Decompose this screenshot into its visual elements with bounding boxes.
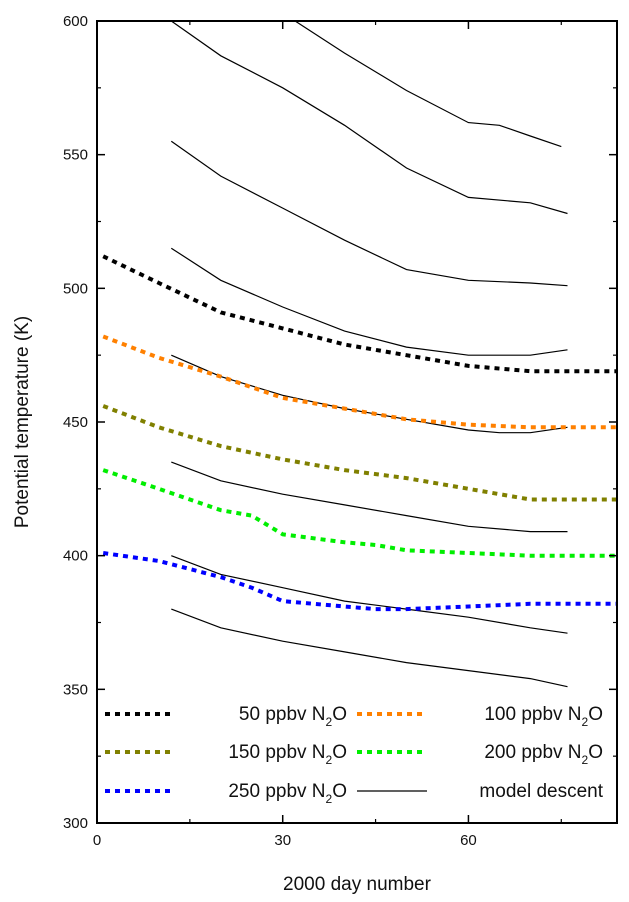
model-descent-line [170, 21, 568, 215]
plot-frame [96, 20, 618, 824]
series-line [102, 468, 617, 558]
legend-label: 250 ppbv N2O [228, 781, 347, 806]
legend-label: 150 ppbv N2O [228, 742, 347, 767]
model-descent-line [170, 140, 568, 287]
y-tick-label: 500 [63, 280, 88, 297]
y-tick-label: 350 [63, 681, 88, 698]
legend-label: model descent [479, 781, 603, 802]
series-line [102, 334, 617, 430]
model-descent-line [171, 461, 568, 533]
axis-ticks: 300 350 400 450 500 550 600 0 30 60 [63, 13, 617, 849]
y-tick-label: 550 [63, 147, 88, 164]
model-descent-line [171, 354, 568, 434]
y-axis-title: Potential temperature (K) [12, 316, 33, 528]
x-axis-title: 2000 day number [283, 874, 432, 895]
legend-label: 50 ppbv N2O [239, 704, 347, 729]
y-tick-label: 600 [63, 13, 88, 30]
y-tick-label: 300 [63, 815, 88, 832]
y-tick-label: 400 [63, 548, 88, 565]
model-descent-line [171, 608, 568, 688]
plot-lines [102, 21, 617, 688]
model-descent-line [294, 21, 562, 148]
series-line [102, 551, 617, 612]
legend-label: 100 ppbv N2O [484, 704, 603, 729]
y-tick-label: 450 [63, 414, 88, 431]
series-line [102, 254, 617, 374]
x-tick-label: 30 [274, 832, 291, 849]
legend: 50 ppbv N2O 100 ppbv N2O 150 ppbv N2O 200 p… [105, 704, 604, 806]
x-tick-label: 0 [93, 832, 101, 849]
model-descent-line [170, 247, 568, 356]
legend-label: 200 ppbv N2O [484, 742, 603, 767]
x-tick-label: 60 [460, 832, 477, 849]
series-line [102, 404, 617, 502]
model-descent-line [171, 555, 568, 634]
